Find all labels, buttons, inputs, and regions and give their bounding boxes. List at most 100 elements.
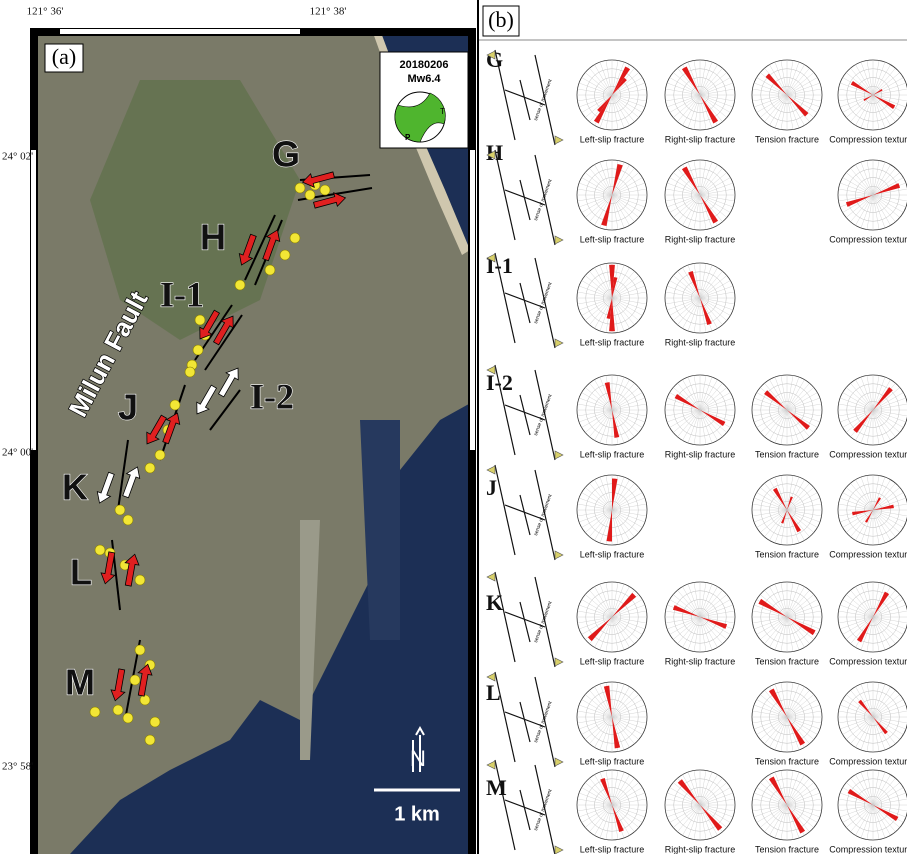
longitude-label: 121° 36' <box>27 6 64 18</box>
slip-arrow <box>96 471 115 504</box>
p-axis: P <box>405 133 411 142</box>
site-point <box>304 189 316 201</box>
fault-trace <box>244 214 276 281</box>
rose-spoke <box>605 263 619 333</box>
rose-petal <box>606 478 618 542</box>
slip-arrow <box>124 553 140 587</box>
latitude-label: 24° 00' <box>2 447 33 459</box>
rose-spoke <box>866 582 880 652</box>
rose-spoke <box>780 60 794 130</box>
diagram-caption: Tension fracture <box>755 844 819 854</box>
site-point <box>129 674 141 686</box>
rose-petal <box>768 776 806 834</box>
rose-petal <box>864 497 882 523</box>
map-frame <box>470 150 475 450</box>
slip-arrow <box>212 315 234 346</box>
diagram-caption: Right-slip fracture <box>665 844 736 854</box>
rose-spoke <box>780 475 794 545</box>
panel-label: (a) <box>52 44 76 69</box>
diagram-caption: Tension fracture <box>755 656 819 666</box>
rose-spoke <box>693 582 707 652</box>
rose-spoke <box>605 475 619 545</box>
rose-spoke <box>693 160 707 230</box>
rose-petal <box>764 390 810 430</box>
diagram-caption: Tension fracture <box>755 756 819 766</box>
sense-label: sense of movement <box>533 788 554 832</box>
map-panel: (a) 121° 36' 121° 38' 24° 02' 24° 00' 23… <box>2 6 476 854</box>
rose-petal <box>681 166 719 224</box>
strain-sketch <box>494 149 556 246</box>
site-label: I-2 <box>250 376 294 416</box>
sense-arrow <box>486 365 564 460</box>
diagram-caption: Left-slip fracture <box>580 656 645 666</box>
rose-petal <box>600 777 624 833</box>
strain-sketch <box>494 364 556 461</box>
latitude-label: 24° 02' <box>2 151 33 163</box>
rose-petal <box>856 591 890 643</box>
site-point <box>134 574 146 586</box>
diagram-caption: Compression textures <box>829 756 907 766</box>
sense-arrow <box>486 465 564 560</box>
sense-label: sense of movement <box>533 178 554 222</box>
site-label: I-1 <box>160 274 204 314</box>
diagram-caption: Right-slip fracture <box>665 656 736 666</box>
sense-arrow <box>486 150 564 245</box>
site-label: L <box>486 680 501 705</box>
north-label: N <box>410 746 426 771</box>
diagram-caption: Compression textures <box>829 549 907 559</box>
rose-petal <box>850 80 896 110</box>
diagram-caption: Left-slip fracture <box>580 756 645 766</box>
rose-petal <box>847 788 899 822</box>
diagram-caption: Left-slip fracture <box>580 549 645 559</box>
sense-arrow <box>486 572 564 667</box>
site-point <box>294 182 306 194</box>
strain-sketch <box>494 571 556 668</box>
site-point <box>279 249 291 261</box>
site-point <box>139 694 151 706</box>
site-point <box>154 449 166 461</box>
rose-petal <box>603 685 621 749</box>
slip-arrow <box>262 229 281 262</box>
site-point <box>89 706 101 718</box>
site-point <box>264 264 276 276</box>
diagram-caption: Left-slip fracture <box>580 449 645 459</box>
site-label: J <box>118 387 138 428</box>
rose-spoke <box>780 582 794 652</box>
diagram-caption: Right-slip fracture <box>665 134 736 144</box>
diagram-caption: Left-slip fracture <box>580 234 645 244</box>
rose-spoke <box>605 60 619 130</box>
rose-petal <box>681 66 719 124</box>
site-point <box>289 232 301 244</box>
slip-arrow <box>137 663 153 697</box>
site-point <box>169 399 181 411</box>
rose-petal <box>601 163 623 227</box>
diagram-caption: Compression textures <box>829 134 907 144</box>
rose-spoke <box>866 375 880 445</box>
site-point <box>234 279 246 291</box>
diagram-caption: Compression textures <box>829 656 907 666</box>
rose-spoke <box>780 770 794 840</box>
event-date: 20180206 <box>400 59 449 71</box>
slip-arrow <box>122 466 141 499</box>
beachball-compression <box>394 92 446 143</box>
slip-arrow <box>238 233 257 266</box>
slip-arrow <box>110 668 126 702</box>
rose-spoke <box>605 582 619 652</box>
rose-spoke <box>866 770 880 840</box>
diagram-caption: Compression textures <box>829 844 907 854</box>
panel-label-box <box>482 5 520 37</box>
slip-arrow <box>217 367 239 398</box>
diagram-caption: Right-slip fracture <box>665 337 736 347</box>
diagram-caption: Left-slip fracture <box>580 844 645 854</box>
rose-spoke <box>605 770 619 840</box>
rose-petal <box>672 605 728 629</box>
strain-sketch <box>494 464 556 561</box>
sense-label: sense of movement <box>533 78 554 122</box>
site-point <box>114 504 126 516</box>
rose-spoke <box>866 60 880 130</box>
site-label: M <box>65 662 95 703</box>
rose-spoke <box>780 375 794 445</box>
rose-spoke <box>866 160 880 230</box>
rose-petal <box>604 382 620 438</box>
